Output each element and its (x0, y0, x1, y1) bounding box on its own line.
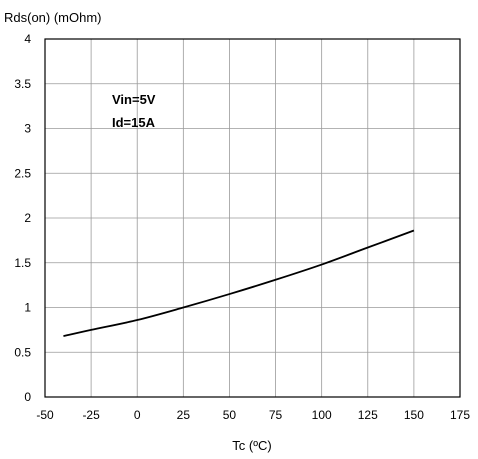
annotation-vin: Vin=5V (112, 92, 156, 107)
y-tick-label: 0 (24, 390, 31, 404)
y-tick-label: 3.5 (14, 77, 31, 91)
x-tick-label: -50 (36, 408, 54, 422)
y-tick-label: 1.5 (14, 256, 31, 270)
x-axis-ticks: -50 -25 0 25 50 75 100 125 150 175 (36, 408, 470, 422)
x-tick-label: 125 (358, 408, 378, 422)
series-line-0 (63, 229, 415, 338)
y-axis-ticks: 0 0.5 1 1.5 2 2.5 3 3.5 4 (14, 32, 31, 404)
x-tick-label: 150 (404, 408, 424, 422)
x-tick-label: 0 (134, 408, 141, 422)
x-tick-label: 75 (269, 408, 283, 422)
y-tick-label: 2.5 (14, 166, 31, 180)
grid (44, 38, 461, 398)
x-tick-label: 100 (312, 408, 332, 422)
x-tick-label: 175 (450, 408, 470, 422)
series-group (63, 229, 415, 338)
y-tick-label: 2 (24, 211, 31, 225)
y-tick-label: 0.5 (14, 345, 31, 359)
y-tick-label: 4 (24, 32, 31, 46)
x-tick-label: 25 (177, 408, 191, 422)
x-tick-label: 50 (223, 408, 237, 422)
plot-area-frame (44, 38, 461, 398)
x-axis-label: Tc (ºC) (232, 438, 271, 453)
y-tick-label: 1 (24, 301, 31, 315)
annotation-id: Id=15A (112, 115, 156, 130)
y-tick-label: 3 (24, 122, 31, 136)
x-tick-label: -25 (82, 408, 100, 422)
y-axis-label: Rds(on) (mOhm) (4, 10, 102, 25)
